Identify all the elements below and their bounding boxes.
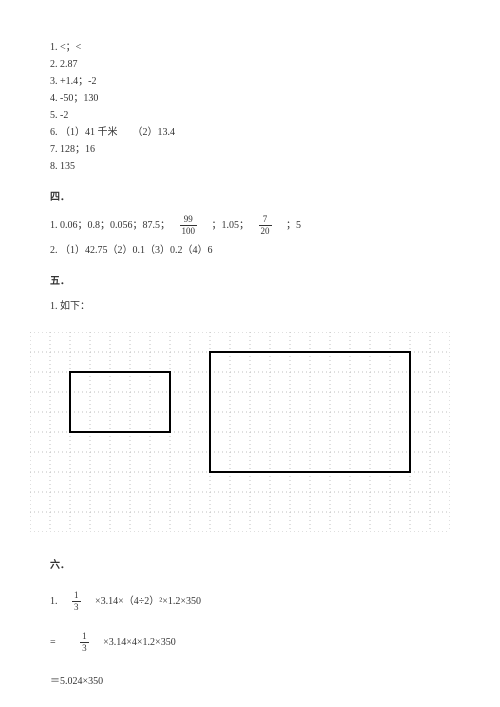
section-5-line-1: 1. 如下：: [50, 299, 450, 314]
answers-block: 1. <；< 2. 2.87 3. +1.4；-2 4. -50；130 5. …: [50, 40, 450, 174]
frac-num: 7: [259, 215, 272, 226]
section-4-line-2: 2. （1）42.75（2）0.1（3）0.2（4）6: [50, 243, 450, 258]
ans-4: 4. -50；130: [50, 91, 450, 106]
grid-figure: [30, 332, 450, 532]
fraction-7-20: 7 20: [259, 215, 272, 236]
s4-l1-prefix: 1. 0.06；0.8；0.056；87.5；: [50, 220, 175, 231]
s6-l2-suffix: ×3.14×4×1.2×350: [93, 637, 176, 648]
fraction-99-100: 99 100: [180, 215, 198, 236]
fraction-1-3-a: 1 3: [72, 591, 81, 612]
s4-l1-mid: ；1.05；: [202, 220, 255, 231]
frac-num: 99: [180, 215, 198, 226]
frac-den: 3: [72, 602, 81, 612]
ans-5: 5. -2: [50, 108, 450, 123]
grid-svg: [30, 332, 450, 532]
s6-l2-prefix: =: [50, 637, 76, 648]
ans-7: 7. 128；16: [50, 142, 450, 157]
frac-den: 3: [80, 643, 89, 653]
section-6-header: 六．: [50, 556, 450, 571]
frac-den: 100: [180, 226, 198, 236]
ans-8: 8. 135: [50, 159, 450, 174]
section-6-line-3: ＝5.024×350: [50, 673, 450, 691]
s4-l1-suffix: ；5: [276, 220, 301, 231]
frac-num: 1: [80, 632, 89, 643]
fraction-1-3-b: 1 3: [80, 632, 89, 653]
s6-l1-prefix: 1.: [50, 596, 68, 607]
section-6-line-2: = 1 3 ×3.14×4×1.2×350: [50, 632, 450, 653]
ans-6: 6. （1）41 千米 （2）13.4: [50, 125, 450, 140]
frac-den: 20: [259, 226, 272, 236]
ans-2: 2. 2.87: [50, 57, 450, 72]
frac-num: 1: [72, 591, 81, 602]
ans-1: 1. <；<: [50, 40, 450, 55]
section-6-line-1: 1. 1 3 ×3.14×（4÷2）²×1.2×350: [50, 591, 450, 612]
section-4-header: 四．: [50, 188, 450, 203]
s6-l1-suffix: ×3.14×（4÷2）²×1.2×350: [85, 596, 201, 607]
ans-3: 3. +1.4；-2: [50, 74, 450, 89]
section-4-line-1: 1. 0.06；0.8；0.056；87.5； 99 100 ；1.05； 7 …: [50, 215, 450, 237]
section-5-header: 五．: [50, 272, 450, 287]
